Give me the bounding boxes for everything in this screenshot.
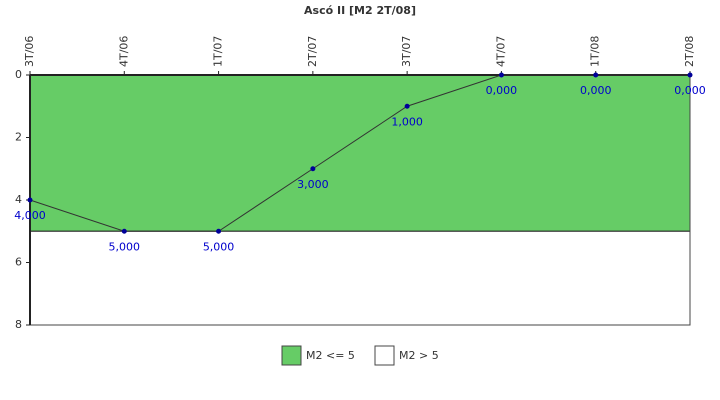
data-line xyxy=(29,74,690,232)
y-tick-label: 2 xyxy=(15,131,22,144)
data-point xyxy=(121,228,127,234)
legend-label: M2 > 5 xyxy=(399,349,439,362)
chart-title: Ascó II [M2 2T/08] xyxy=(304,4,416,17)
x-tick-label: 4T/06 xyxy=(117,36,130,67)
y-tick-label: 4 xyxy=(15,193,22,206)
legend-swatch xyxy=(281,345,302,366)
data-point xyxy=(593,72,599,78)
data-label: 4,000 xyxy=(14,209,46,222)
data-point xyxy=(27,197,33,203)
data-label: 5,000 xyxy=(109,240,141,253)
x-tick-label: 2T/07 xyxy=(306,36,319,67)
data-point xyxy=(310,166,316,172)
data-point xyxy=(216,228,222,234)
band xyxy=(29,74,691,232)
y-tick-label: 0 xyxy=(15,68,22,81)
data-label: 1,000 xyxy=(391,115,423,128)
data-point xyxy=(498,72,504,78)
x-tick-label: 2T/08 xyxy=(683,36,696,67)
x-tick-label: 1T/08 xyxy=(589,36,602,67)
data-label: 5,000 xyxy=(203,240,235,253)
x-tick-label: 4T/07 xyxy=(494,36,507,67)
data-label: 0,000 xyxy=(580,84,612,97)
x-tick-label: 3T/06 xyxy=(23,36,36,67)
data-label: 0,000 xyxy=(486,84,518,97)
legend-label: M2 <= 5 xyxy=(306,349,355,362)
band xyxy=(29,230,691,326)
data-label: 0,000 xyxy=(674,84,706,97)
data-point xyxy=(404,103,410,109)
x-tick-label: 3T/07 xyxy=(400,36,413,67)
data-point xyxy=(687,72,693,78)
x-tick-label: 1T/07 xyxy=(212,36,225,67)
y-tick-label: 8 xyxy=(15,318,22,331)
y-tick-label: 6 xyxy=(15,256,22,269)
legend-swatch xyxy=(374,345,395,366)
data-label: 3,000 xyxy=(297,178,329,191)
